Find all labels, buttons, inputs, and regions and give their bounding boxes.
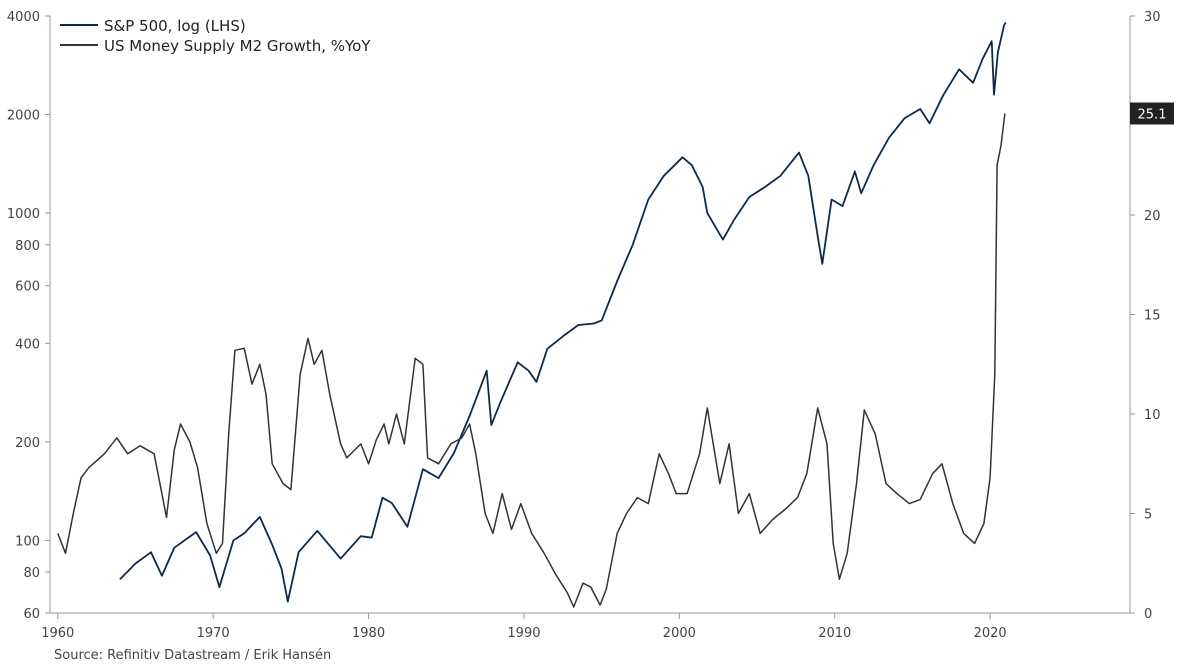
- x-tick-label: 2010: [818, 626, 851, 641]
- y-left-tick-label: 4000: [7, 10, 40, 25]
- y-right-tick-label: 20: [1144, 209, 1161, 224]
- y-left-tick-label: 600: [15, 280, 40, 295]
- y-left-tick-label: 1000: [7, 207, 40, 222]
- y-left-tick-label: 100: [15, 534, 40, 549]
- series-line-sp500: [119, 22, 1007, 603]
- y-left-tick-label: 60: [23, 607, 40, 622]
- y-left-tick-label: 800: [15, 239, 40, 254]
- legend-label-m2: US Money Supply M2 Growth, %YoY: [104, 37, 371, 55]
- series-line-m2: [57, 113, 1006, 608]
- y-right-tick-label: 5: [1144, 508, 1152, 523]
- y-left-tick-label: 200: [15, 436, 40, 451]
- y-left-tick-label: 2000: [7, 109, 40, 124]
- x-tick-label: 1960: [41, 626, 74, 641]
- y-left-tick-label: 80: [23, 566, 40, 581]
- x-tick-label: 2000: [663, 626, 696, 641]
- x-tick-label: 1990: [507, 626, 540, 641]
- y-right-tick-label: 0: [1144, 607, 1152, 622]
- last-value-badge-text: 25.1: [1138, 108, 1167, 123]
- y-right-tick-label: 15: [1144, 309, 1161, 324]
- axes: 6080100200400600800100020004000051015202…: [7, 10, 1161, 641]
- x-tick-label: 2020: [974, 626, 1007, 641]
- legend-label-sp500: S&P 500, log (LHS): [104, 17, 246, 35]
- y-left-tick-label: 400: [15, 337, 40, 352]
- source-note: Source: Refinitiv Datastream / Erik Hans…: [54, 648, 332, 663]
- y-right-tick-label: 30: [1144, 10, 1161, 25]
- x-tick-label: 1970: [197, 626, 230, 641]
- legend: S&P 500, log (LHS) US Money Supply M2 Gr…: [60, 17, 371, 55]
- x-tick-label: 1980: [352, 626, 385, 641]
- y-right-tick-label: 10: [1144, 408, 1161, 423]
- last-value-badge-box: [1130, 102, 1174, 125]
- plot-area: [57, 22, 1007, 608]
- last-value-badge: 25.1: [1130, 102, 1174, 125]
